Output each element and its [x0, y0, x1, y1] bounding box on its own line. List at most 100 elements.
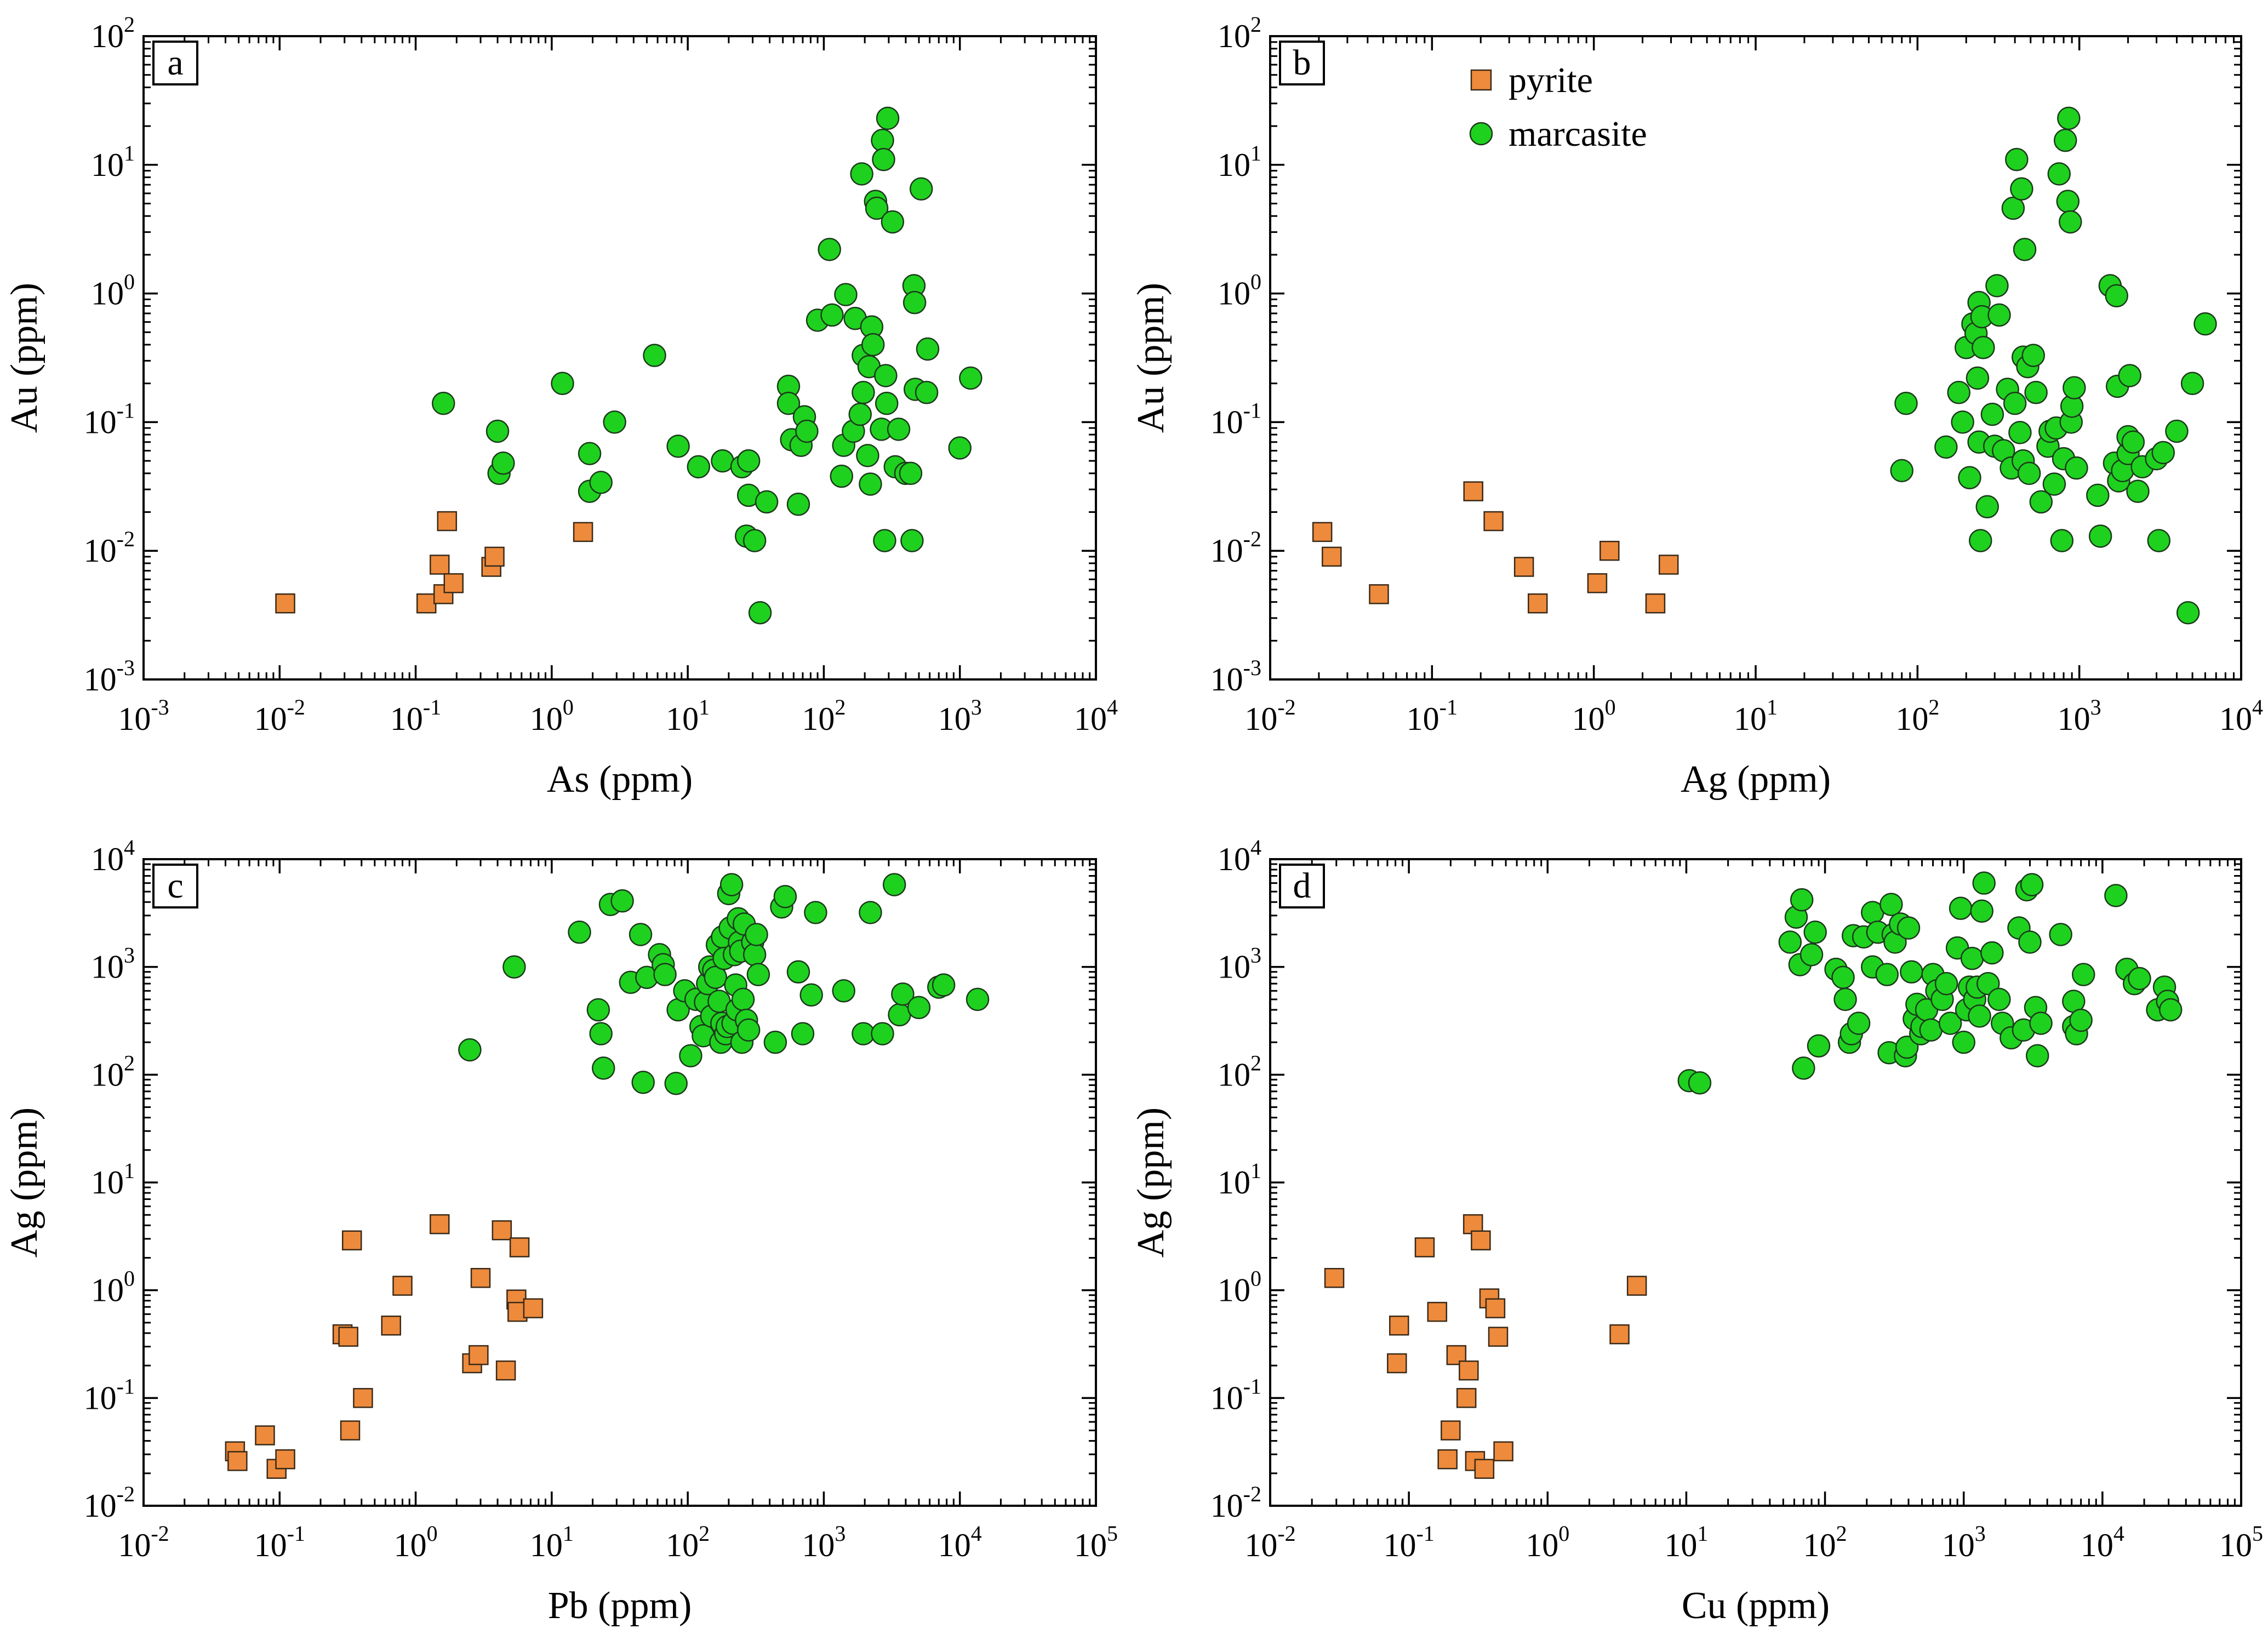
point-marcasite — [2024, 381, 2048, 404]
point-marcasite — [902, 290, 927, 315]
point-marcasite — [1934, 972, 1958, 996]
ticks — [1270, 36, 2241, 679]
point-marcasite — [1958, 466, 1981, 490]
plot-frame — [1269, 35, 2242, 681]
point-marcasite — [872, 147, 895, 172]
point-marcasite — [818, 237, 841, 261]
panel-label-box — [152, 864, 198, 908]
point-marcasite — [786, 960, 810, 984]
y-tick-label: 102 — [1218, 1050, 1261, 1093]
point-marcasite — [876, 106, 900, 130]
y-axis-label: Au (ppm) — [3, 283, 45, 433]
plot-frame — [142, 35, 1097, 681]
point-marcasite — [2193, 312, 2217, 336]
point-marcasite — [865, 196, 889, 220]
series-pyrite — [225, 1214, 544, 1479]
point-marcasite — [1833, 987, 1857, 1012]
point-marcasite — [1987, 303, 2011, 327]
point-marcasite — [2003, 391, 2027, 415]
point-marcasite — [485, 419, 510, 443]
y-tick-label: 10-2 — [84, 1482, 135, 1524]
y-axis-label: Ag (ppm) — [1130, 1107, 1172, 1258]
point-marcasite — [2105, 284, 2128, 308]
point-marcasite — [1951, 410, 1974, 434]
point-marcasite — [1896, 916, 1921, 940]
point-marcasite — [888, 1003, 911, 1027]
point-marcasite — [592, 1056, 615, 1080]
point-marcasite — [891, 982, 915, 1006]
point-marcasite — [2029, 490, 2053, 514]
point-marcasite — [804, 901, 827, 924]
point-marcasite — [873, 529, 896, 552]
point-pyrite — [338, 1327, 358, 1347]
point-pyrite — [1493, 1441, 1513, 1461]
point-pyrite — [1609, 1324, 1630, 1345]
point-marcasite — [859, 472, 882, 496]
point-marcasite — [1890, 459, 1913, 483]
point-marcasite — [687, 455, 711, 479]
point-marcasite — [502, 955, 526, 979]
point-marcasite — [907, 996, 931, 1020]
point-marcasite — [742, 529, 767, 552]
point-marcasite — [755, 490, 779, 514]
point-pyrite — [1414, 1237, 1435, 1258]
series-marcasite — [432, 106, 982, 625]
y-tick-label: 10-3 — [1210, 655, 1261, 698]
point-marcasite — [748, 601, 772, 625]
y-tick-label: 10-2 — [1210, 527, 1261, 569]
point-marcasite — [2126, 479, 2150, 503]
point-marcasite — [2056, 190, 2080, 213]
point-marcasite — [861, 333, 885, 357]
point-marcasite — [589, 471, 613, 494]
point-marcasite — [2018, 930, 2042, 954]
x-tick-label: 102 — [802, 695, 845, 737]
point-marcasite — [795, 419, 819, 443]
point-marcasite — [832, 979, 855, 1003]
point-marcasite — [850, 162, 873, 186]
point-marcasite — [2069, 1008, 2093, 1032]
point-pyrite — [275, 1449, 295, 1470]
ticks — [1270, 859, 2241, 1506]
y-tick-label: 102 — [1218, 12, 1261, 54]
series-pyrite — [1324, 1214, 1647, 1479]
y-tick-label: 10-2 — [84, 527, 135, 569]
point-pyrite — [275, 593, 295, 614]
point-pyrite — [1459, 1360, 1479, 1381]
point-marcasite — [1900, 960, 1923, 984]
y-tick-label: 100 — [1218, 1266, 1261, 1308]
x-tick-label: 10-2 — [1244, 1521, 1295, 1563]
point-pyrite — [469, 1345, 489, 1365]
y-tick-label: 10-2 — [1210, 1482, 1261, 1524]
point-marcasite — [820, 303, 844, 327]
point-marcasite — [1975, 495, 1999, 519]
point-marcasite — [2151, 441, 2175, 465]
point-marcasite — [1919, 1018, 1943, 1042]
legend-marker-pyrite — [1470, 69, 1492, 91]
point-marcasite — [776, 391, 801, 415]
point-marcasite — [881, 210, 905, 234]
point-pyrite — [1387, 1353, 1407, 1374]
point-marcasite — [2180, 372, 2204, 395]
panel-label: a — [167, 43, 183, 83]
point-marcasite — [909, 177, 933, 201]
point-marcasite — [711, 449, 734, 473]
point-marcasite — [2165, 419, 2189, 443]
point-pyrite — [573, 522, 593, 542]
point-marcasite — [551, 372, 574, 395]
point-marcasite — [731, 987, 755, 1012]
point-marcasite — [2021, 344, 2046, 367]
point-marcasite — [1980, 402, 2004, 426]
panel-label: b — [1293, 43, 1311, 83]
x-tick-label: 102 — [666, 1521, 710, 1563]
point-marcasite — [2065, 456, 2088, 480]
panel-label-box — [152, 41, 198, 85]
x-tick-label: 101 — [1664, 1521, 1708, 1563]
point-marcasite — [2050, 529, 2074, 552]
y-tick-label: 10-1 — [84, 398, 135, 440]
point-marcasite — [578, 442, 602, 465]
point-marcasite — [2008, 421, 2032, 444]
point-pyrite — [1626, 1276, 1647, 1296]
plot-frame — [142, 858, 1097, 1507]
point-marcasite — [736, 1018, 761, 1042]
point-marcasite — [1968, 1004, 1991, 1028]
